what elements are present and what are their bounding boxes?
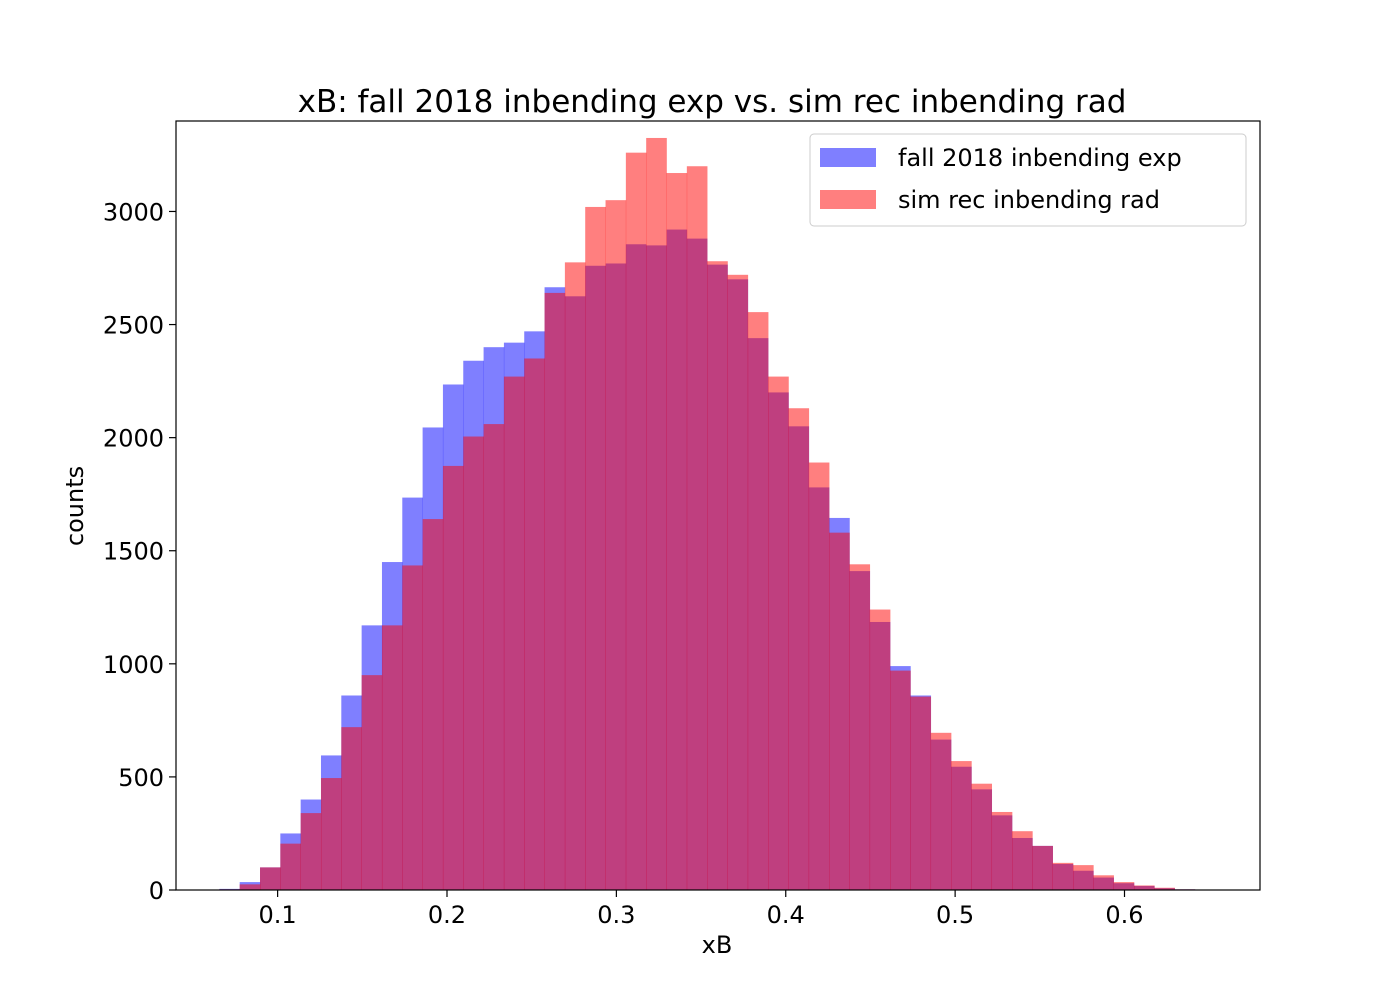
bar bbox=[747, 312, 769, 890]
bar bbox=[402, 565, 423, 890]
bar bbox=[320, 778, 342, 890]
bar bbox=[849, 564, 871, 890]
y-tick-label: 2500 bbox=[103, 312, 164, 340]
bar bbox=[991, 811, 1013, 890]
legend-box bbox=[809, 133, 1247, 227]
bar bbox=[442, 465, 464, 890]
bar bbox=[544, 292, 566, 890]
bar bbox=[686, 166, 708, 890]
bar bbox=[646, 137, 667, 890]
y-tick-label: 1500 bbox=[103, 538, 164, 566]
bar bbox=[524, 358, 545, 890]
bar bbox=[463, 436, 484, 890]
bar bbox=[1093, 875, 1114, 890]
y-axis-label: counts bbox=[61, 466, 89, 546]
plot-frame bbox=[175, 120, 1261, 891]
bar bbox=[971, 783, 993, 890]
histogram-bars bbox=[219, 137, 1196, 891]
y-tick-label: 0 bbox=[149, 877, 164, 905]
bar bbox=[1133, 885, 1155, 890]
y-tick-label: 1000 bbox=[103, 651, 164, 679]
bar bbox=[930, 732, 952, 890]
series-1-bars bbox=[219, 137, 1196, 891]
y-tick-label: 500 bbox=[118, 764, 164, 792]
bar bbox=[788, 408, 810, 890]
bar bbox=[951, 761, 972, 890]
bar bbox=[666, 173, 688, 891]
bar bbox=[239, 884, 261, 890]
bar bbox=[280, 843, 301, 890]
bar bbox=[1012, 831, 1033, 890]
bar bbox=[605, 200, 627, 891]
bar bbox=[1052, 862, 1074, 890]
x-tick-label: 0.2 bbox=[428, 901, 466, 929]
bar bbox=[381, 625, 403, 890]
legend: fall 2018 inbending exp sim rec inbending… bbox=[809, 133, 1247, 227]
bar bbox=[361, 675, 383, 890]
bar bbox=[1113, 882, 1135, 890]
bar bbox=[1032, 845, 1053, 890]
bar bbox=[890, 670, 911, 890]
bar bbox=[910, 696, 932, 890]
bar bbox=[260, 867, 281, 890]
bar bbox=[808, 462, 830, 890]
bar bbox=[727, 274, 749, 890]
x-tick-label: 0.4 bbox=[767, 901, 805, 929]
legend-label: fall 2018 inbending exp bbox=[898, 144, 1182, 172]
bar bbox=[1154, 887, 1175, 890]
legend-swatch bbox=[820, 148, 876, 167]
legend-label: sim rec inbending rad bbox=[898, 186, 1160, 214]
x-tick-label: 0.1 bbox=[259, 901, 297, 929]
chart-title: xB: fall 2018 inbending exp vs. sim rec … bbox=[298, 84, 1127, 120]
bar bbox=[341, 727, 362, 890]
y-tick-label: 2000 bbox=[103, 425, 164, 453]
bar bbox=[564, 262, 586, 890]
bar bbox=[503, 376, 525, 890]
x-tick-label: 0.3 bbox=[597, 901, 635, 929]
bar bbox=[625, 152, 647, 891]
x-axis-label: xB bbox=[702, 931, 733, 959]
bar bbox=[707, 261, 728, 891]
bar bbox=[829, 532, 850, 890]
x-tick-label: 0.5 bbox=[936, 901, 974, 929]
bar bbox=[483, 424, 505, 890]
x-axis: 0.1 0.2 0.3 0.4 0.5 0.6 bbox=[259, 890, 1144, 929]
bar bbox=[869, 609, 891, 890]
bar bbox=[768, 376, 789, 890]
y-axis: 0 500 1000 1500 2000 2500 3000 bbox=[103, 198, 176, 905]
bar bbox=[585, 206, 606, 891]
bar bbox=[300, 813, 322, 890]
x-tick-label: 0.6 bbox=[1105, 901, 1143, 929]
y-tick-label: 3000 bbox=[103, 198, 164, 226]
bar bbox=[1073, 865, 1094, 890]
bar bbox=[422, 519, 444, 890]
legend-swatch bbox=[820, 190, 876, 209]
